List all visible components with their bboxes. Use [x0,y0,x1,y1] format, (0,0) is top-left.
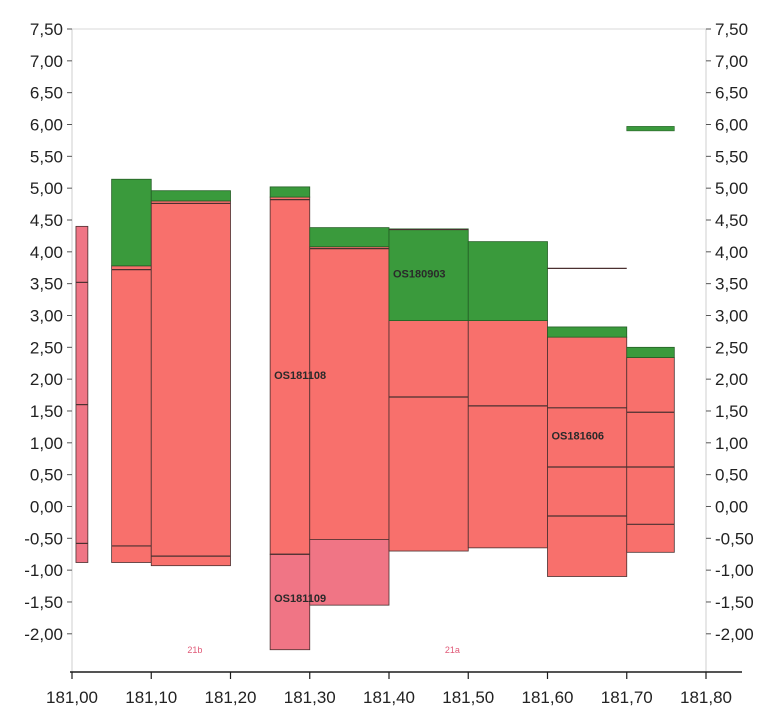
segment-1-red-layer [111,265,152,563]
y-tick-label-right: 0,00 [715,497,748,516]
segment-7-red-layer [547,336,628,577]
y-tick-label-right: 7,00 [715,52,748,71]
y-tick-label-left: 0,50 [30,466,63,485]
x-tick-label: 181,50 [442,688,494,707]
y-tick-label-left: 0,00 [30,497,63,516]
y-tick-label-left: 1,50 [30,402,63,421]
segment-7-green-layer [547,326,628,338]
segment-4-red-layer [309,246,390,540]
segment-3-green-layer [269,186,311,198]
data-layers [75,126,675,651]
plot-frame [71,28,707,672]
y-tick-label-left: 4,50 [30,211,63,230]
y-tick-label-left: 3,50 [30,275,63,294]
y-tick-label-left: 2,50 [30,338,63,357]
y-tick-label-right: 5,00 [715,179,748,198]
y-tick-label-right: 4,00 [715,243,748,262]
y-tick-label-left: 3,00 [30,306,63,325]
x-tick-label: 181,10 [125,688,177,707]
y-tick-label-left: -0,50 [24,529,63,548]
y-tick-label-right: 6,50 [715,84,748,103]
y-tick-label-right: 3,50 [715,275,748,294]
segment-2-green-layer [150,190,231,202]
annotations: OS180903 OS181108 OS181606 OS181109 21b 21a [187,268,604,655]
segment-8-red-layer [626,357,675,553]
annotation-label-3: OS181109 [274,593,326,605]
axes: 181,00 181,10 181,20 181,30 181,40 181,50 181,… [24,20,754,707]
segment-5-green-layer [388,228,469,321]
annotation-label-1: OS181108 [274,370,326,382]
x-tick-label: 181,70 [601,688,653,707]
y-tick-label-right: -1,50 [715,593,754,612]
y-tick-label-right: -1,00 [715,561,754,580]
y-tick-label-right: 4,50 [715,211,748,230]
segment-2-red-layer [150,200,231,567]
segment-0-red-layer [75,225,89,563]
section-label-0: 21b [187,645,202,655]
segment-8-green-layer [626,346,675,358]
y-tick-label-left: 2,00 [30,370,63,389]
y-tick-label-left: -2,00 [24,625,63,644]
y-tick-label-right: 1,50 [715,402,748,421]
x-tick-label: 181,60 [522,688,574,707]
y-tick-label-right: 0,50 [715,466,748,485]
y-tick-label-left: -1,50 [24,593,63,612]
floating-green-layer [626,126,675,132]
x-tick-label: 181,20 [205,688,257,707]
y-tick-label-right: 3,00 [715,306,748,325]
y-tick-label-right: -0,50 [715,529,754,548]
x-tick-label: 181,40 [363,688,415,707]
x-tick-label: 181,00 [46,688,98,707]
y-tick-label-left: 1,00 [30,434,63,453]
y-tick-label-left: 5,50 [30,147,63,166]
y-tick-label-right: 2,50 [715,338,748,357]
y-tick-label-right: -2,00 [715,625,754,644]
y-tick-label-left: -1,00 [24,561,63,580]
y-tick-label-right: 1,00 [715,434,748,453]
y-tick-label-left: 4,00 [30,243,63,262]
y-tick-label-right: 2,00 [715,370,748,389]
y-tick-label-left: 6,50 [30,84,63,103]
boundary-lines [75,199,675,557]
segment-6-green-layer [467,241,548,321]
segment-6-red-layer [467,320,548,549]
y-tick-label-left: 6,00 [30,115,63,134]
section-label-1: 21a [445,645,460,655]
annotation-label-0: OS180903 [393,268,446,280]
x-tick-label: 181,80 [680,688,732,707]
y-tick-label-left: 7,50 [30,20,63,39]
x-tick-label: 181,30 [284,688,336,707]
y-tick-label-left: 7,00 [30,52,63,71]
segment-1-green-layer [111,178,152,267]
y-tick-label-right: 6,00 [715,115,748,134]
y-tick-label-left: 5,00 [30,179,63,198]
y-tick-label-right: 5,50 [715,147,748,166]
y-tick-label-right: 7,50 [715,20,748,39]
annotation-label-2: OS181606 [551,431,604,443]
segment-5-red-layer [388,320,469,552]
segment-4-green-layer [309,227,390,248]
